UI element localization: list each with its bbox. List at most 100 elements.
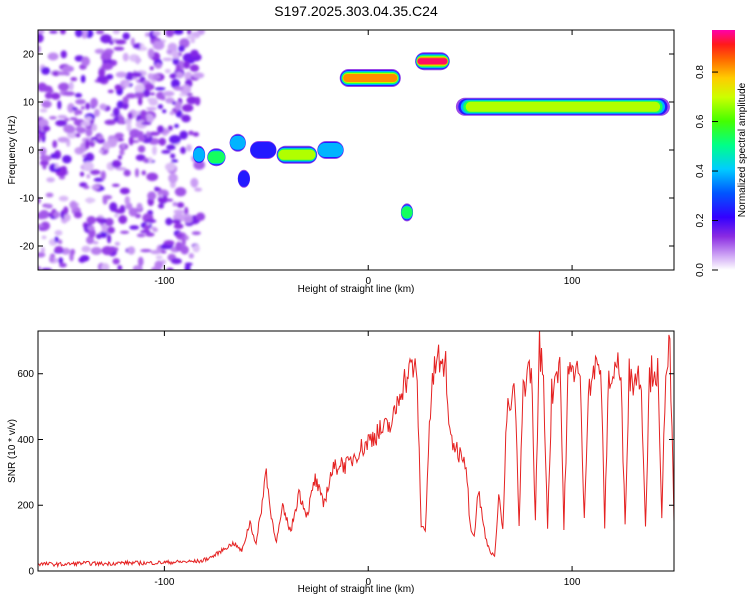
snr-x-tick-label: 100 [564,577,581,588]
noise-blob [111,160,122,168]
snr-plot-area [38,331,674,569]
noise-blob [160,96,166,101]
noise-blob [48,89,54,93]
noise-blob [47,52,59,61]
noise-blob [57,71,69,76]
noise-blob [80,105,85,110]
noise-blob [41,267,52,270]
noise-blob [172,201,178,207]
noise-blob [54,230,63,236]
snr-series-line [38,331,674,569]
noise-blob [167,125,173,131]
colorbar-ticks: 0.0 0.2 0.4 0.6 0.8 [695,65,718,277]
noise-blob [135,92,145,99]
noise-blob [184,264,191,270]
noise-blob [86,235,95,245]
noise-blob [122,101,129,110]
noise-blob [81,245,91,253]
noise-blob [58,257,64,264]
noise-blob [68,81,74,91]
spectrogram-y-tick-label: 0 [28,146,34,157]
echo-layer [278,149,316,160]
noise-blob [170,78,181,89]
spectrogram-echo-8 [339,69,401,87]
noise-blob [42,125,51,132]
noise-blob [140,43,145,51]
noise-blob [112,247,119,252]
noise-blob [189,56,200,61]
colorbar-tick-label: 0.8 [695,65,706,79]
noise-blob [101,245,114,256]
noise-blob [41,67,51,75]
noise-blob [122,96,129,104]
noise-blob [152,30,161,37]
noise-blob [44,92,53,100]
spectrogram-frame [38,30,674,270]
noise-blob [58,82,70,91]
noise-blob [157,203,165,209]
noise-blob [123,169,131,177]
noise-blob [120,230,130,234]
noise-blob [45,192,54,198]
noise-blob [170,175,177,179]
noise-blob [157,104,164,110]
noise-blob [102,195,108,205]
noise-blob [69,200,77,210]
noise-blob [180,84,192,95]
noise-blob [152,227,158,233]
noise-blob [115,167,127,171]
noise-blob [50,92,61,100]
noise-blob [122,32,130,40]
snr-panel: -100 0 100 0 200 400 600 Height of straight li… [7,330,675,595]
noise-blob [137,145,146,153]
noise-blob [86,215,96,225]
noise-blob [173,86,184,91]
noise-blob [186,35,198,40]
noise-blob [128,136,134,146]
noise-blob [115,71,127,78]
noise-blob [96,134,104,140]
noise-blob [114,39,127,45]
noise-blob [141,121,152,126]
noise-blob [154,260,164,270]
noise-blob [146,172,159,182]
noise-blob [130,72,143,78]
noise-blob [119,149,125,156]
noise-blob [186,30,192,36]
noise-blob [179,130,188,140]
spectrogram-noise [38,30,206,270]
noise-blob [96,75,107,83]
noise-blob [63,206,69,215]
noise-blob [140,249,152,253]
noise-blob [91,123,98,132]
noise-blob [109,202,118,212]
snr-y-tick-label: 400 [17,435,34,446]
noise-blob [71,106,78,111]
noise-blob [81,30,88,39]
spectrogram-echo-3 [229,133,246,152]
noise-blob [52,140,58,149]
noise-blob [162,109,167,114]
noise-blob [100,51,112,60]
noise-blob [149,66,154,71]
noise-blob [101,263,110,270]
noise-blob [172,57,180,65]
noise-blob [194,96,201,106]
noise-blob [67,103,75,114]
noise-blob [124,195,130,206]
noise-blob [181,104,194,112]
noise-blob [170,153,176,159]
noise-blob [167,42,178,52]
noise-blob [174,123,179,128]
noise-blob [116,100,124,109]
noise-blob [114,241,120,246]
noise-blob [161,149,171,154]
noise-blob [95,30,105,35]
noise-blob [164,68,171,74]
noise-blob [75,133,81,138]
noise-blob [60,50,67,59]
noise-blob [38,44,41,54]
noise-blob [134,83,146,94]
noise-blob [166,144,176,151]
noise-blob [54,236,59,243]
